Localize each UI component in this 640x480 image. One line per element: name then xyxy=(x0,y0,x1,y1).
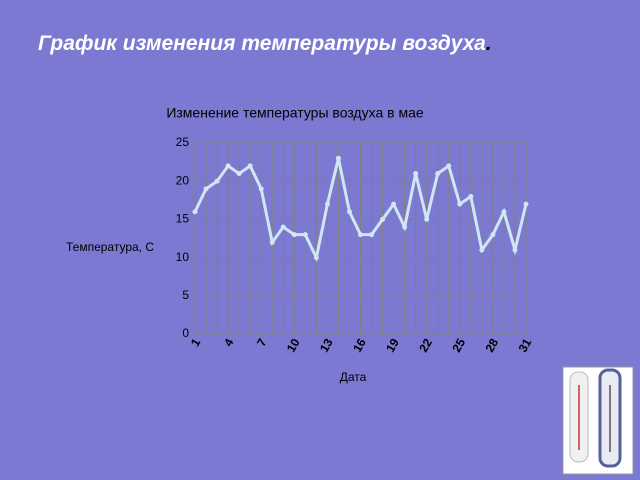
slide-title: График изменения температуры воздуха. xyxy=(38,32,492,55)
data-point xyxy=(490,232,496,238)
y-tick-label: 10 xyxy=(176,250,190,264)
data-point xyxy=(192,209,198,215)
x-tick-label: 25 xyxy=(449,336,468,355)
data-point xyxy=(523,201,529,207)
x-tick-label: 31 xyxy=(516,336,535,355)
chart-title: Изменение температуры воздуха в мае xyxy=(166,105,424,121)
data-point xyxy=(512,247,518,253)
data-point xyxy=(280,224,286,230)
x-tick-label: 10 xyxy=(284,336,303,355)
data-point xyxy=(258,186,264,192)
data-point xyxy=(501,209,507,215)
data-point xyxy=(457,201,463,207)
data-point xyxy=(324,201,330,207)
y-tick-label: 15 xyxy=(176,212,190,226)
data-point xyxy=(269,239,275,245)
data-point xyxy=(468,193,474,199)
data-point xyxy=(413,171,419,177)
y-tick-label: 0 xyxy=(182,326,189,340)
y-axis-label: Температура, С xyxy=(66,240,154,254)
data-point xyxy=(424,216,430,222)
y-tick-label: 25 xyxy=(176,135,190,149)
data-point xyxy=(313,255,319,261)
data-point xyxy=(402,224,408,230)
x-tick-label: 22 xyxy=(416,336,435,355)
data-point xyxy=(247,163,253,169)
data-point xyxy=(358,232,363,238)
y-tick-label: 5 xyxy=(182,288,189,302)
data-point xyxy=(346,209,352,215)
x-tick-label: 16 xyxy=(350,336,369,355)
data-point xyxy=(225,163,231,169)
x-tick-label: 28 xyxy=(482,336,501,355)
x-axis-label: Дата xyxy=(340,370,367,384)
x-tick-label: 19 xyxy=(383,336,402,355)
thermometer-picture xyxy=(562,366,634,475)
data-point xyxy=(203,186,209,192)
x-tick-label: 13 xyxy=(317,336,336,355)
data-point xyxy=(291,232,297,238)
y-tick-label: 20 xyxy=(176,173,190,187)
data-point xyxy=(236,171,242,177)
data-point xyxy=(214,178,220,184)
data-point xyxy=(446,163,452,169)
data-point xyxy=(369,232,375,238)
slide-title-dot: . xyxy=(486,32,492,55)
data-point xyxy=(335,155,341,161)
data-point xyxy=(435,171,441,177)
data-point xyxy=(391,201,397,207)
data-point xyxy=(380,216,386,222)
data-point xyxy=(302,232,308,238)
data-point xyxy=(479,247,485,253)
slide-title-text: График изменения температуры воздуха xyxy=(38,32,486,55)
